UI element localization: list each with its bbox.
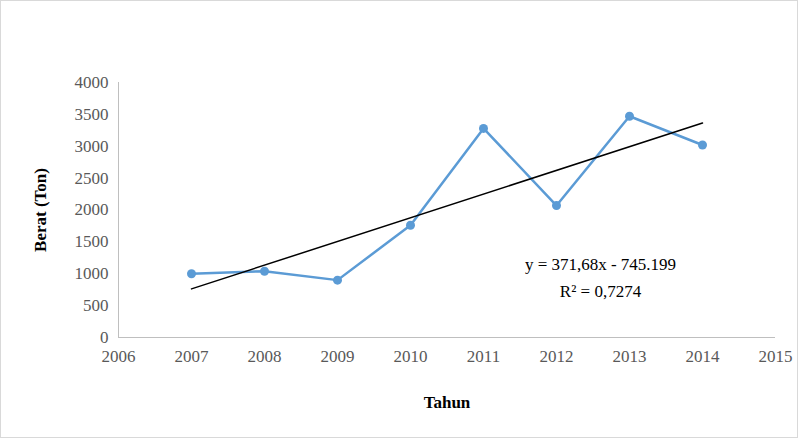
svg-text:500: 500 [83, 296, 109, 315]
svg-text:2000: 2000 [75, 200, 109, 219]
svg-text:2006: 2006 [102, 347, 136, 366]
svg-text:y = 371,68x - 745.199: y = 371,68x - 745.199 [525, 255, 676, 274]
svg-text:2012: 2012 [540, 347, 574, 366]
svg-text:2500: 2500 [75, 169, 109, 188]
svg-text:2011: 2011 [467, 347, 500, 366]
svg-text:4000: 4000 [75, 73, 109, 92]
svg-text:2014: 2014 [686, 347, 721, 366]
svg-text:2009: 2009 [321, 347, 355, 366]
svg-text:3000: 3000 [75, 137, 109, 156]
svg-text:0: 0 [100, 328, 109, 347]
svg-text:R² = 0,7274: R² = 0,7274 [560, 282, 642, 301]
svg-text:2015: 2015 [759, 347, 793, 366]
svg-text:Berat (Ton): Berat (Ton) [31, 168, 50, 252]
svg-text:2013: 2013 [613, 347, 647, 366]
svg-text:3500: 3500 [75, 105, 109, 124]
svg-text:2008: 2008 [248, 347, 282, 366]
svg-text:Tahun: Tahun [424, 393, 471, 412]
svg-text:2007: 2007 [175, 347, 210, 366]
svg-text:1000: 1000 [75, 264, 109, 283]
svg-text:2010: 2010 [394, 347, 428, 366]
svg-text:1500: 1500 [75, 232, 109, 251]
